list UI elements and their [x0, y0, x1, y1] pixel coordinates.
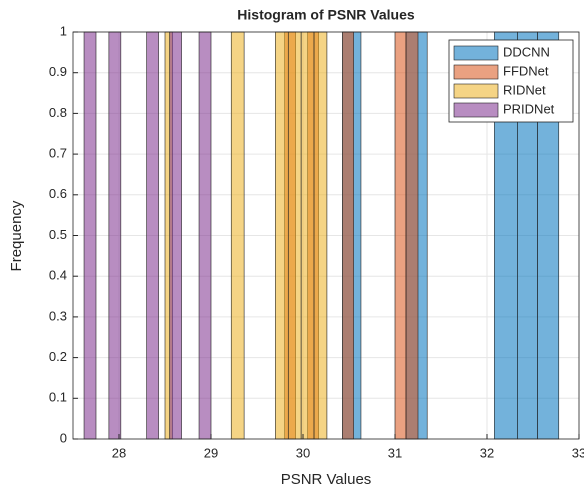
bar: [83, 31, 97, 440]
legend: DDCNN FFDNet RIDNet PRIDNet: [448, 39, 574, 123]
y-tick-label: 0.7: [49, 146, 67, 161]
chart-title: Histogram of PSNR Values: [237, 7, 415, 23]
y-tick-label: 1: [60, 23, 67, 38]
bar: [146, 31, 159, 440]
x-tick-label: 33: [572, 445, 584, 460]
y-tick-label: 0.3: [49, 308, 67, 323]
x-tick-label: 32: [480, 445, 494, 460]
x-tick-label: 31: [388, 445, 402, 460]
x-tick-label: 28: [112, 445, 126, 460]
y-tick-label: 0.2: [49, 349, 67, 364]
legend-label: PRIDNet: [503, 101, 555, 116]
bar: [287, 31, 302, 440]
bar: [230, 31, 245, 440]
legend-swatch: [453, 83, 499, 99]
bar: [342, 31, 354, 440]
bar: [275, 31, 289, 440]
y-tick-label: 0: [60, 430, 67, 445]
y-axis-label: Frequency: [8, 200, 25, 271]
x-tick-label: 29: [204, 445, 218, 460]
legend-label: FFDNet: [503, 63, 549, 78]
x-axis-label: PSNR Values: [281, 471, 372, 488]
y-tick-label: 0.4: [49, 268, 67, 283]
y-tick-label: 0.6: [49, 186, 67, 201]
x-tick-label: 30: [296, 445, 310, 460]
bar: [405, 31, 419, 440]
bar: [394, 31, 407, 440]
legend-label: DDCNN: [503, 44, 550, 59]
legend-swatch: [453, 45, 499, 61]
y-tick-label: 0.8: [49, 105, 67, 120]
legend-label: RIDNet: [503, 82, 546, 97]
legend-swatch: [453, 64, 499, 80]
legend-swatch: [453, 102, 499, 118]
bar: [108, 31, 122, 440]
bar: [313, 31, 328, 440]
y-tick-label: 0.1: [49, 390, 67, 405]
axes: 0 0.1 0.2 0.3 0.4 0.5 0.6 0.7 0.8 0.9 1 28 29 30 31 32 3…: [49, 23, 584, 460]
bar: [300, 31, 315, 440]
bar: [198, 31, 212, 440]
y-tick-label: 0.9: [49, 64, 67, 79]
y-tick-label: 0.5: [49, 227, 67, 242]
bar: [169, 31, 182, 440]
plot-frame: [72, 31, 580, 440]
